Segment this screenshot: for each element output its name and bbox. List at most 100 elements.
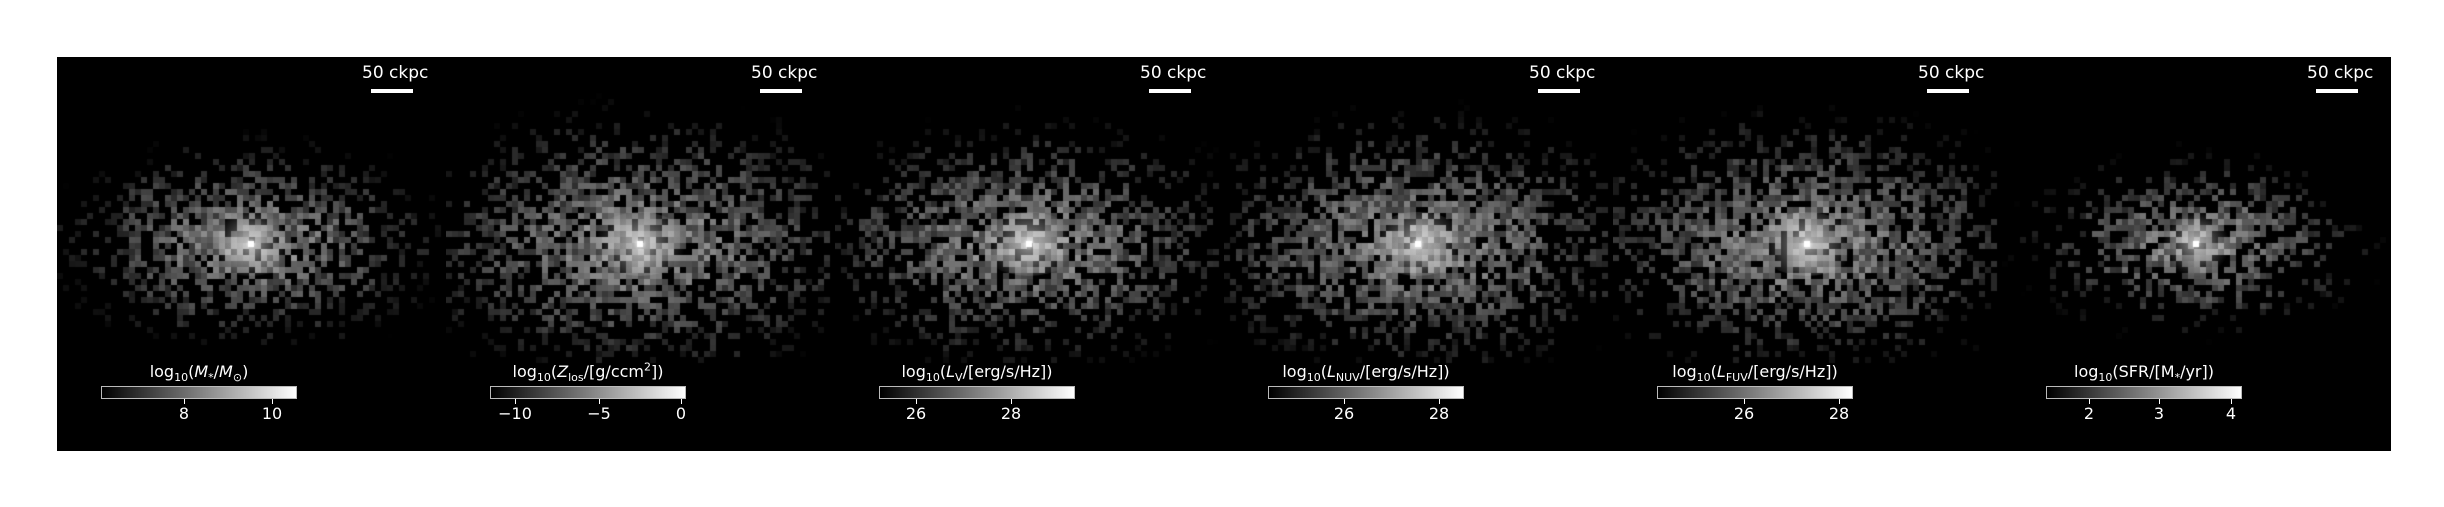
colorbar-title-open: ( [2112,362,2119,381]
colorbar-title-mid: / [1359,362,1366,381]
colorbar-gradient [101,386,297,399]
scalebar: 50 ckpc [751,63,818,93]
map-image [2002,57,2391,451]
colorbar-tick [2159,399,2160,404]
map-image [57,57,446,451]
colorbar-title-close: ) [1046,362,1053,381]
colorbar-title-unit: [erg/s/Hz] [1365,362,1444,381]
colorbar-gradient [2046,386,2242,399]
colorbar-tick-label: 26 [905,404,927,423]
colorbar-title-open: ( [1320,362,1327,381]
colorbar-gradient [1268,386,1464,399]
colorbar-tick-label: 3 [2153,404,2165,423]
colorbar-tick-label: 2 [2083,404,2095,423]
scalebar-line [1149,89,1191,93]
scalebar-line [760,89,802,93]
colorbar-title: log10(LV/[erg/s/Hz]) [879,362,1075,385]
colorbar-title-var: M [194,362,209,381]
colorbar-title-var-sub: * [2174,371,2181,385]
colorbar-title-var: Z [557,362,569,381]
colorbar-title-close: ) [2207,362,2214,381]
colorbar-tick [1011,399,1012,404]
colorbar-tick [916,399,917,404]
colorbar-tick [1439,399,1440,404]
colorbar-title-unit-sub: ⊙ [232,371,243,385]
map-panel-stellar-mass: 50 ckpc log10(M*/M⊙) 8 10 [57,57,446,451]
colorbar-tick [1344,399,1345,404]
map-image [1224,57,1613,451]
colorbar-title-close: ) [1831,362,1838,381]
colorbar-title-sub: 10 [925,371,940,385]
colorbar-title-prefix: log [149,362,175,381]
scalebar-label: 50 ckpc [1918,63,1985,83]
colorbar-title-var: L [1716,362,1726,381]
scalebar-line [2316,89,2358,93]
colorbar-title-open: ( [550,362,558,381]
colorbar-title-prefix: log [1672,362,1697,381]
colorbar-title-sub: 10 [2098,371,2113,385]
colorbar-title-prefix: log [901,362,926,381]
colorbar-title-mid: / [583,362,590,381]
colorbar-tick [184,399,185,404]
colorbar-tick-label: 0 [675,404,687,423]
colorbar-title-var-sub: FUV [1725,371,1748,385]
colorbar-title: log10(LNUV/[erg/s/Hz]) [1268,362,1464,385]
colorbar-title: log10(Zlos/[g/ccm2]) [490,360,686,385]
colorbar-title-open: ( [1710,362,1717,381]
colorbar-tick [515,399,516,404]
colorbar-title-sub: 10 [1696,371,1711,385]
colorbar-title-var-sub: * [208,371,214,385]
colorbar-tick-label: 10 [261,404,283,423]
colorbar-title-unit: [g/ccm [589,362,644,381]
colorbar-title-mid: / [1747,362,1754,381]
colorbar-tick-label: −10 [498,404,532,423]
scalebar-label: 50 ckpc [362,63,429,83]
colorbar-tick-label: 28 [1000,404,1022,423]
scalebar-label: 50 ckpc [751,63,818,83]
colorbar-tick-label: 28 [1828,404,1850,423]
colorbar-tick-label: 8 [178,404,190,423]
colorbar-title-var: SFR/[M [2118,362,2175,381]
colorbar-tick [1744,399,1745,404]
scalebar: 50 ckpc [1918,63,1985,93]
colorbar-tick-label: −5 [587,404,611,423]
map-image [835,57,1224,451]
colorbar-title-var-sub: V [955,371,963,385]
map-panel-star-formation-rate: 50 ckpc log10(SFR/[M*/yr]) 2 3 4 [2002,57,2391,451]
colorbar-title-open: ( [939,362,947,381]
colorbar-title-unit: [erg/s/Hz] [1753,362,1832,381]
colorbar-tick [599,399,600,404]
colorbar-title-mid: / [962,362,968,381]
scalebar-line [1538,89,1580,93]
colorbar-title-prefix: log [1282,362,1307,381]
colorbar-title-prefix: log [512,362,537,381]
colorbar-title-mid: / [213,362,220,381]
colorbar-tick-label: 28 [1428,404,1450,423]
map-panel-nuv-luminosity: 50 ckpc log10(LNUV/[erg/s/Hz]) 26 28 [1224,57,1613,451]
colorbar-title-sub: 10 [536,371,551,385]
scalebar-line [1927,89,1969,93]
colorbar-title-open: ( [188,362,195,381]
scalebar-label: 50 ckpc [2307,63,2374,83]
colorbar-title-unit: M [219,362,233,381]
colorbar-title-sub: 10 [1306,371,1321,385]
galaxy-maps-strip: 50 ckpc log10(M*/M⊙) 8 10 50 ckpc log10(Zlos/… [57,57,2391,451]
colorbar-title-var-sub: los [568,371,584,385]
colorbar-tick [2231,399,2232,404]
map-image [1613,57,2002,451]
colorbar-tick-label: 4 [2225,404,2237,423]
colorbar-title-close: ]) [651,362,664,381]
colorbar-gradient [490,386,686,399]
colorbar-tick [2089,399,2090,404]
colorbar-title-unit: /yr] [2180,362,2208,381]
colorbar-gradient [1657,386,1853,399]
colorbar-title-unit-sup: 2 [644,360,651,374]
colorbar-tick [1839,399,1840,404]
colorbar-title-prefix: log [2074,362,2099,381]
scalebar: 50 ckpc [2307,63,2374,93]
colorbar-tick [272,399,273,404]
map-panel-fuv-luminosity: 50 ckpc log10(LFUV/[erg/s/Hz]) 26 28 [1613,57,2002,451]
colorbar-title: log10(SFR/[M*/yr]) [2046,362,2242,385]
colorbar-title-sub: 10 [174,371,189,385]
colorbar-title-var: L [1326,362,1336,381]
